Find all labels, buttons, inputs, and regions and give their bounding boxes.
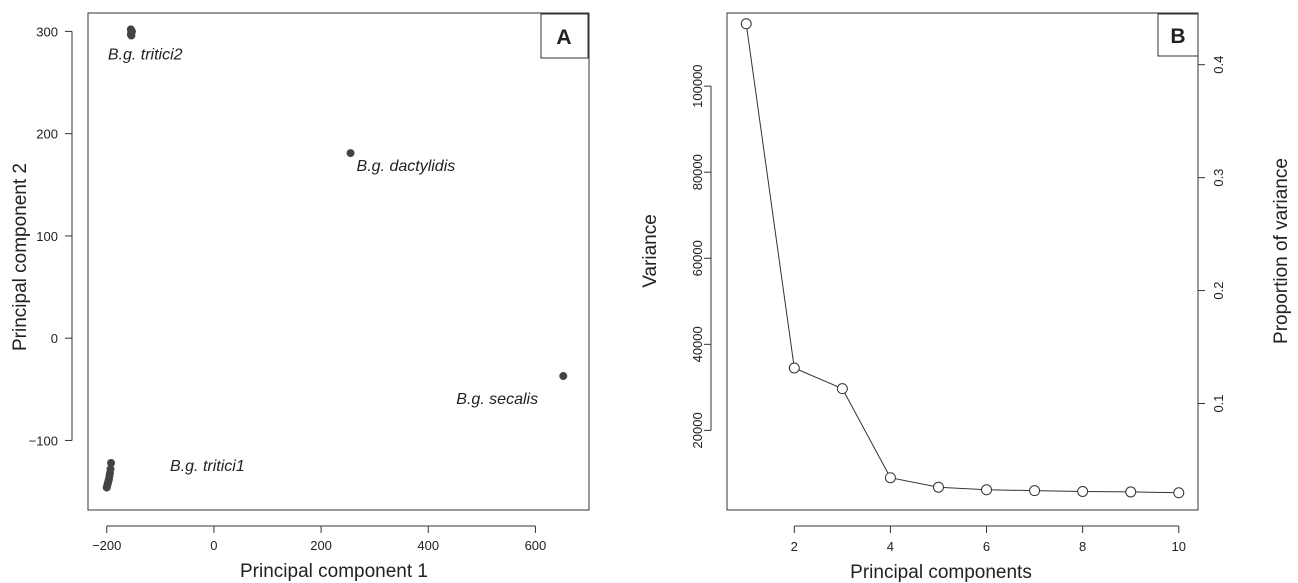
- panel-b-data-point: [788, 362, 800, 374]
- panel-a-group-label: B.g. tritici1: [170, 458, 245, 475]
- panel-b-data-point: [981, 484, 993, 496]
- panel-b-series-line: [745, 23, 1179, 494]
- panel-b-data-point: [932, 481, 944, 493]
- panel-b-x-tick-label: 4: [887, 539, 894, 554]
- panel-b-y-tick-label: 80000: [690, 154, 705, 190]
- panel-b-y-tick-label: 60000: [690, 240, 705, 276]
- panel-b-data-point: [740, 18, 752, 30]
- panel-b-right-y-tick-label: 0.3: [1211, 169, 1226, 187]
- panel-a-y-tick-label: 0: [51, 331, 58, 346]
- panel-a-x-tick-label: 0: [210, 538, 217, 553]
- panel-b-y-axis: 20000 40000 60000 80000 100000: [690, 64, 712, 448]
- panel-a-x-tick-label: −200: [92, 538, 121, 553]
- panel-a-data-point: [346, 149, 355, 158]
- panel-a-group-label: B.g. dactylidis: [357, 158, 456, 175]
- panel-b-data-point: [884, 472, 896, 484]
- panel-b-right-y-tick-label: 0.2: [1211, 282, 1226, 300]
- panel-a-y-tick-label: 100: [36, 229, 58, 244]
- panel-b-x-axis-title: Principal components: [850, 562, 1032, 583]
- panel-b-right-y-axis: 0.1 0.2 0.3 0.4: [1197, 56, 1226, 413]
- panel-a-y-tick-label: 300: [36, 24, 58, 39]
- panel-a-x-tick-label: 400: [417, 538, 439, 553]
- panel-a-points: [102, 25, 568, 492]
- panel-b-data-point: [1173, 487, 1185, 499]
- panel-a-y-axis-title: Principal component 2: [10, 163, 31, 351]
- panel-b-data-point: [1077, 485, 1089, 497]
- panel-b-label: B: [1170, 25, 1185, 48]
- panel-b-right-y-tick-label: 0.1: [1211, 394, 1226, 412]
- panel-a-data-point: [559, 372, 568, 381]
- panel-b-y-tick-label: 100000: [690, 64, 705, 107]
- panel-b-data-point: [836, 383, 848, 395]
- panel-a-x-axis: −200 0 200 400 600: [92, 525, 547, 553]
- panel-b-data-point: [1125, 486, 1137, 498]
- panel-b-y-tick-label: 40000: [690, 326, 705, 362]
- panel-a-x-tick-label: 600: [525, 538, 547, 553]
- panel-a-y-axis: −100 0 100 200 300: [29, 24, 73, 448]
- panel-b-x-tick-label: 10: [1172, 539, 1186, 554]
- panel-b-x-axis: 2 4 6 8 10: [791, 525, 1186, 554]
- panel-a-x-axis-title: Principal component 1: [240, 561, 428, 582]
- panel-a-group-label: B.g. tritici2: [108, 46, 183, 63]
- panel-a-y-tick-label: −100: [29, 433, 58, 448]
- panel-a-data-point: [102, 483, 111, 492]
- panel-a-label-box: [540, 13, 589, 59]
- panel-a-scatter-plot: −200 0 200 400 600 −100 0 100 200 300 B.g. triti…: [10, 12, 590, 582]
- panel-b-y-axis-title: Variance: [640, 214, 661, 288]
- panel-b-scree-plot: 2 4 6 8 10 20000 40000 60000 80000 100000 0.1 0.2…: [640, 12, 1292, 583]
- panel-a-data-point: [127, 31, 136, 40]
- panel-a-group-labels: B.g. tritici2 B.g. dactylidis B.g. secalis…: [108, 46, 538, 475]
- panel-b-right-y-tick-label: 0.4: [1211, 56, 1226, 74]
- panel-b-frame: [726, 12, 1199, 511]
- panel-b-right-y-axis-title: Proportion of variance: [1271, 158, 1292, 344]
- panel-a-y-tick-label: 200: [36, 127, 58, 142]
- panel-a-x-tick-label: 200: [310, 538, 332, 553]
- panel-b-data-point: [1029, 485, 1041, 497]
- panel-b-label-box: [1157, 13, 1199, 57]
- panel-b-x-tick-label: 2: [791, 539, 798, 554]
- panel-b-x-tick-label: 8: [1079, 539, 1086, 554]
- panel-a-frame: [87, 12, 590, 511]
- panel-b-x-tick-label: 6: [983, 539, 990, 554]
- panel-b-y-tick-label: 20000: [690, 412, 705, 448]
- panel-a-data-point: [107, 458, 116, 467]
- panel-a-label: A: [556, 26, 571, 49]
- panel-b-points: [740, 18, 1185, 499]
- panel-a-group-label: B.g. secalis: [456, 391, 538, 408]
